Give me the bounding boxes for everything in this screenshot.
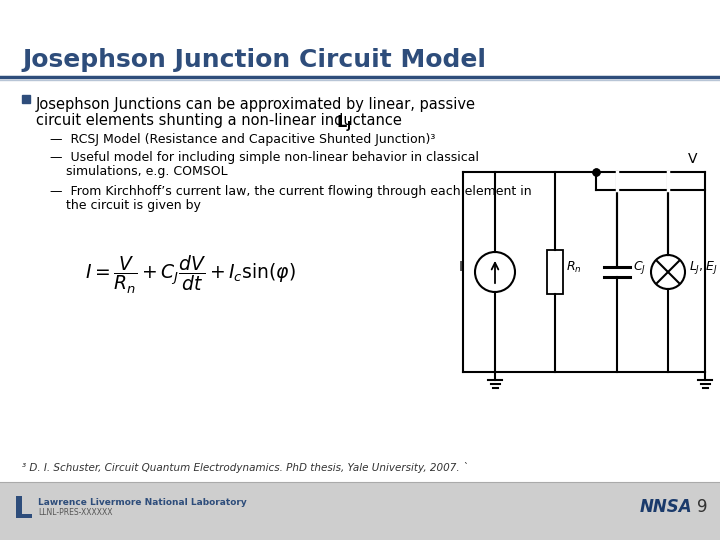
Bar — [0, 482, 720, 540]
Bar — [16, 496, 22, 518]
Text: —  RCSJ Model (Resistance and Capacitive Shunted Junction)³: — RCSJ Model (Resistance and Capacitive … — [50, 133, 436, 146]
Text: Josephson Junction Circuit Model: Josephson Junction Circuit Model — [22, 48, 486, 72]
Bar — [22, 95, 30, 103]
Text: LLNL-PRES-XXXXXX: LLNL-PRES-XXXXXX — [38, 508, 112, 517]
Text: $\mathbf{L_J}$: $\mathbf{L_J}$ — [336, 113, 351, 133]
Bar — [16, 514, 32, 518]
Text: $I = \dfrac{V}{R_n} + C_J\dfrac{dV}{dt} + I_c\sin\!\left(\varphi\right)$: $I = \dfrac{V}{R_n} + C_J\dfrac{dV}{dt} … — [85, 254, 296, 296]
Text: circuit elements shunting a non-linear inductance: circuit elements shunting a non-linear i… — [36, 113, 407, 128]
Text: ³ D. I. Schuster, Circuit Quantum Electrodynamics. PhD thesis, Yale University, : ³ D. I. Schuster, Circuit Quantum Electr… — [22, 462, 468, 473]
Text: 9: 9 — [697, 498, 707, 516]
Text: $C_J$: $C_J$ — [633, 259, 646, 275]
Text: $R_n$: $R_n$ — [566, 259, 582, 274]
Text: I: I — [459, 260, 463, 274]
Text: —  Useful model for including simple non-linear behavior in classical: — Useful model for including simple non-… — [50, 151, 479, 164]
Text: $L_J, E_J$: $L_J, E_J$ — [689, 260, 718, 276]
Text: the circuit is given by: the circuit is given by — [66, 199, 201, 212]
Text: NNSA: NNSA — [640, 498, 693, 516]
Text: —  From Kirchhoff’s current law, the current flowing through each element in: — From Kirchhoff’s current law, the curr… — [50, 185, 531, 198]
Bar — [547, 250, 563, 294]
Text: Lawrence Livermore National Laboratory: Lawrence Livermore National Laboratory — [38, 498, 247, 507]
Text: V: V — [688, 152, 698, 166]
Text: Josephson Junctions can be approximated by linear, passive: Josephson Junctions can be approximated … — [36, 97, 476, 112]
Text: simulations, e.g. COMSOL: simulations, e.g. COMSOL — [66, 165, 228, 178]
